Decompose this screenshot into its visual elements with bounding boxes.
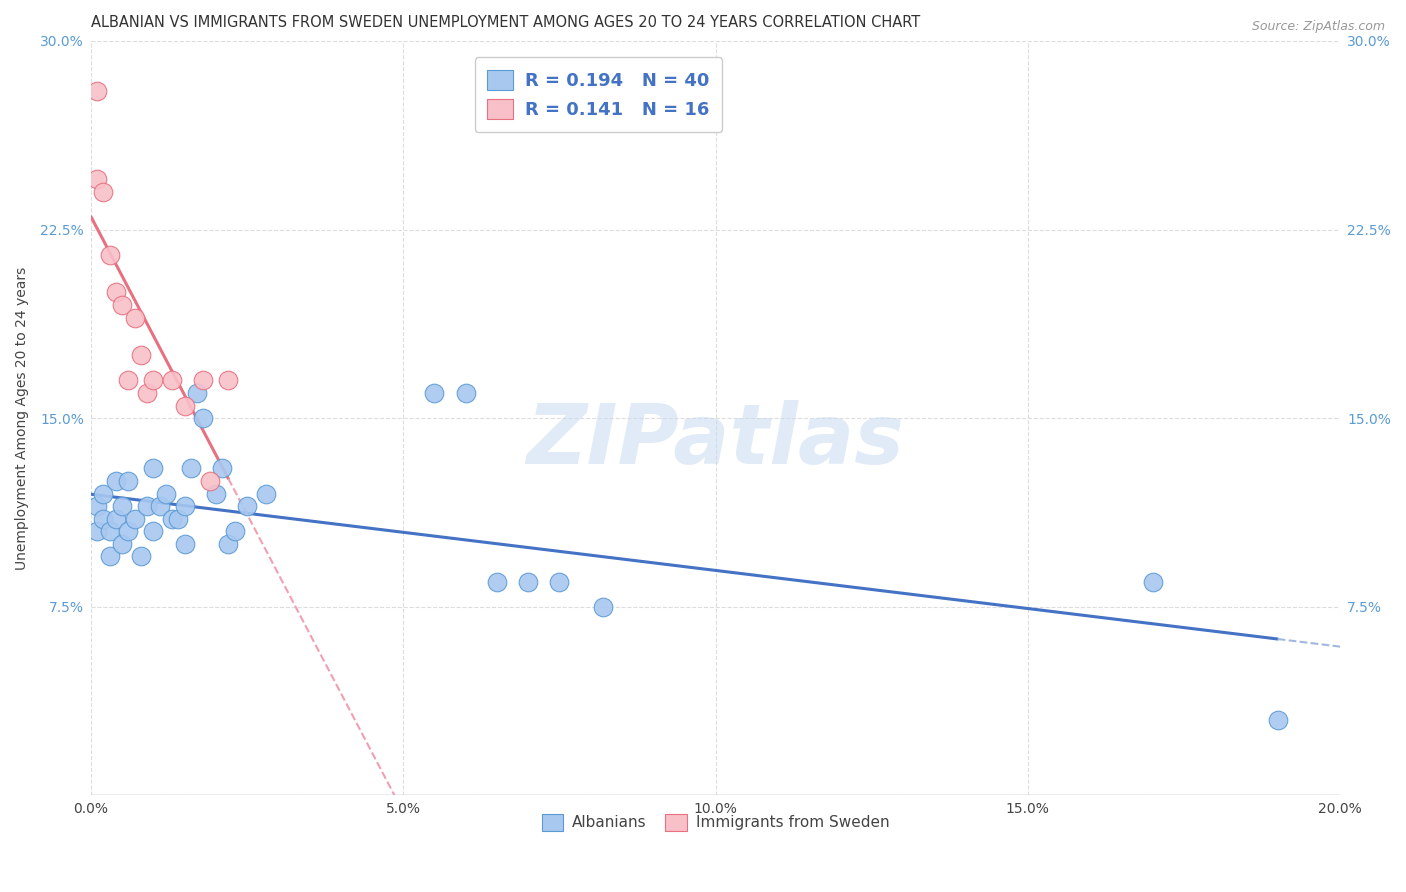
Point [86, 499, 108, 513]
Point [86, 172, 108, 186]
Point [104, 285, 127, 300]
Point [211, 461, 233, 475]
Point [117, 524, 139, 539]
Point [104, 512, 127, 526]
Point [98, 247, 121, 261]
Point [423, 386, 446, 401]
Point [142, 461, 165, 475]
Point [111, 298, 134, 312]
Point [160, 512, 183, 526]
Point [86, 524, 108, 539]
Point [129, 348, 152, 362]
Point [205, 486, 228, 500]
Point [142, 524, 165, 539]
Point [111, 499, 134, 513]
Point [517, 574, 540, 589]
Point [142, 373, 165, 387]
Point [173, 537, 195, 551]
Point [1142, 574, 1164, 589]
Point [548, 574, 571, 589]
Point [236, 499, 259, 513]
Point [104, 474, 127, 488]
Point [124, 512, 146, 526]
Point [167, 512, 190, 526]
Point [117, 474, 139, 488]
Point [193, 373, 215, 387]
Point [173, 399, 195, 413]
Point [217, 537, 239, 551]
Point [149, 499, 172, 513]
Text: Source: ZipAtlas.com: Source: ZipAtlas.com [1251, 20, 1385, 33]
Point [186, 386, 208, 401]
Point [98, 549, 121, 564]
Point [198, 474, 221, 488]
Point [93, 486, 115, 500]
Point [173, 499, 195, 513]
Point [111, 537, 134, 551]
Legend: Albanians, Immigrants from Sweden: Albanians, Immigrants from Sweden [536, 808, 896, 837]
Text: ZIPatlas: ZIPatlas [527, 401, 904, 482]
Point [93, 512, 115, 526]
Point [124, 310, 146, 325]
Point [129, 549, 152, 564]
Point [117, 373, 139, 387]
Text: ALBANIAN VS IMMIGRANTS FROM SWEDEN UNEMPLOYMENT AMONG AGES 20 TO 24 YEARS CORREL: ALBANIAN VS IMMIGRANTS FROM SWEDEN UNEMP… [91, 15, 920, 30]
Point [217, 373, 239, 387]
Point [136, 386, 159, 401]
Point [254, 486, 277, 500]
Point [93, 185, 115, 199]
Point [1267, 713, 1289, 727]
Y-axis label: Unemployment Among Ages 20 to 24 years: Unemployment Among Ages 20 to 24 years [15, 267, 30, 570]
Point [193, 411, 215, 425]
Point [155, 486, 177, 500]
Point [485, 574, 508, 589]
Point [136, 499, 159, 513]
Point [86, 84, 108, 98]
Point [224, 524, 246, 539]
Point [180, 461, 202, 475]
Point [592, 599, 614, 614]
Point [160, 373, 183, 387]
Point [98, 524, 121, 539]
Point [454, 386, 477, 401]
